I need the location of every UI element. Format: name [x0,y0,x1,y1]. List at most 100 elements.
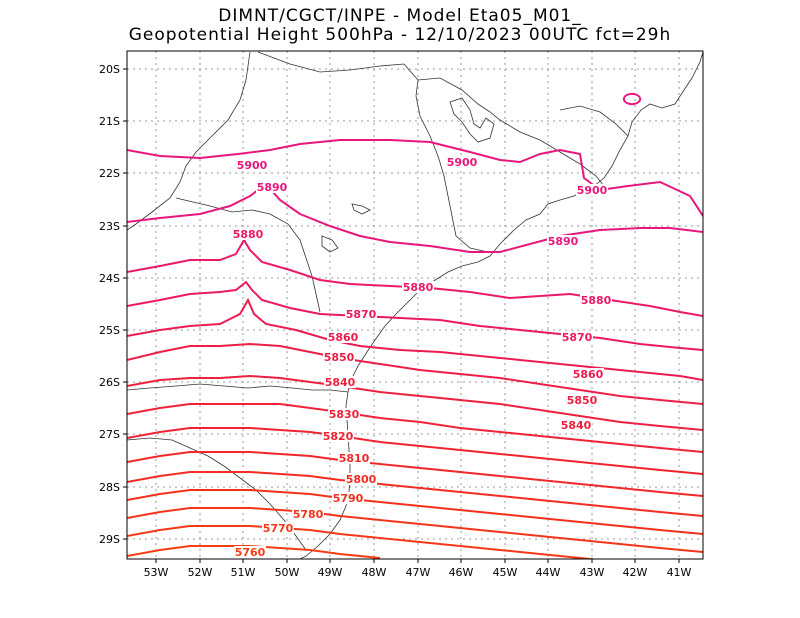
lon-label: 48W [362,566,387,579]
contour-label-5820: 5820 [323,430,354,443]
contour-label-5850: 5850 [324,351,355,364]
state-border [257,51,489,253]
lon-label: 46W [449,566,474,579]
contour-label-bg [345,308,377,320]
contour-label-bg [323,351,355,363]
lat-label: 24S [99,272,120,285]
contour-label-bg [345,473,377,485]
lon-label: 41W [667,566,692,579]
state-border [175,197,321,313]
contour-label-5900: 5900 [237,159,268,172]
contour-label-5870: 5870 [562,331,593,344]
lon-label: 52W [188,566,213,579]
contour-lines [127,92,703,559]
lat-label: 23S [99,220,120,233]
contour-5790 [127,489,703,535]
state-border [127,51,251,231]
lon-label: 50W [275,566,300,579]
contour-label-bg [572,368,604,380]
contour-label-bg [234,546,266,558]
contour-label-bg [292,508,324,520]
lat-label: 25S [99,324,120,337]
lat-label: 20S [99,63,120,76]
coastline-and-borders [127,51,703,559]
axes: 20S 21S 22S 23S 24S 25S 26S 27S 28S 29S 53W 52W 51W 5… [99,63,692,579]
contour-5870 [127,280,703,351]
contour-label-bg [338,452,370,464]
contour-label-5850: 5850 [567,394,598,407]
contour-label-bg [324,376,356,388]
lon-label: 44W [536,566,561,579]
contour-label-bg [566,394,598,406]
contour-labels: 5900 5900 5900 5890 5890 5880 5880 5880 5870 5870… [232,156,612,559]
contour-5810 [127,451,703,497]
contour-label-5870: 5870 [346,308,377,321]
contour-label-bg [446,156,478,168]
contour-label-5900: 5900 [447,156,478,169]
contour-label-5890: 5890 [257,181,288,194]
contour-label-5880: 5880 [233,228,264,241]
lat-label: 21S [99,115,120,128]
contour-label-bg [561,331,593,343]
lon-label: 53W [144,566,169,579]
lon-label: 47W [406,566,431,579]
contour-label-5900: 5900 [577,184,608,197]
contour-label-bg [560,419,592,431]
contour-label-bg [328,408,360,420]
lon-label: 42W [623,566,648,579]
contour-label-5860: 5860 [328,331,359,344]
lon-label: 51W [231,566,256,579]
contour-5890 [127,182,703,253]
contour-label-bg [262,522,294,534]
contour-5840 [127,374,703,431]
state-border [559,105,629,137]
lat-label: 26S [99,376,120,389]
contour-label-5830: 5830 [329,408,360,421]
contour-label-5800: 5800 [346,473,377,486]
state-border [127,383,349,393]
lon-label: 43W [580,566,605,579]
contour-5820 [127,427,703,475]
contour-5900 [127,139,703,217]
contour-label-5760: 5760 [235,546,266,559]
contour-label-5840: 5840 [325,376,356,389]
contour-label-bg [580,294,612,306]
contour-label-bg [232,228,264,240]
lake [449,97,495,143]
contour-label-bg [576,184,608,196]
lat-label: 29S [99,533,120,546]
contour-label-bg [322,430,354,442]
contour-label-5880: 5880 [403,281,434,294]
lon-label: 49W [318,566,343,579]
contour-5800 [127,471,703,517]
contour-label-bg [256,181,288,193]
contour-label-5810: 5810 [339,452,370,465]
contour-label-bg [332,492,364,504]
contour-5850 [127,342,703,405]
contour-label-bg [327,331,359,343]
graticule [127,51,703,559]
contour-label-bg [402,281,434,293]
map-title-line2: Geopotential Height 500hPa - 12/10/2023 … [128,25,672,45]
contour-5780 [127,507,703,553]
contour-label-5880: 5880 [581,294,612,307]
contour-label-5790: 5790 [333,492,364,505]
lon-label: 45W [493,566,518,579]
contour-label-5840: 5840 [561,419,592,432]
contour-label-5890: 5890 [548,235,579,248]
lat-label: 22S [99,167,120,180]
map-frame [126,50,704,560]
lake [321,235,339,253]
map-title-line1: DIMNT/CGCT/INPE - Model Eta05_M01_ [218,6,582,26]
contour-label-5860: 5860 [573,368,604,381]
lat-label: 28S [99,481,120,494]
contour-5770 [127,525,601,559]
contour-label-5780: 5780 [293,508,324,521]
contour-label-bg [547,235,579,247]
contour-5830 [127,403,703,453]
lake [351,203,371,215]
state-border [417,77,605,187]
lat-label: 27S [99,428,120,441]
contour-label-5770: 5770 [263,522,294,535]
